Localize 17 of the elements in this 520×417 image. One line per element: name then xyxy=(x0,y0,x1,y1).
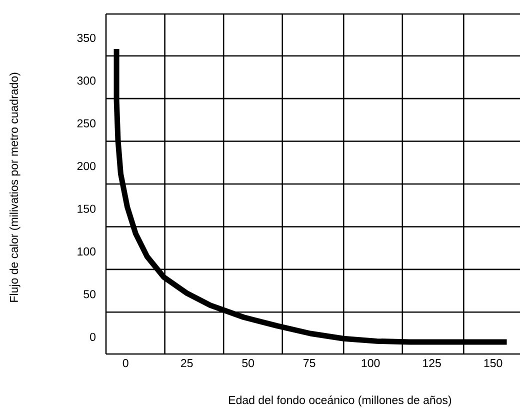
y-axis-title: Flujo de calor (milivatios por metro cuadrado) xyxy=(10,72,20,302)
y-tick-label: 350 xyxy=(77,34,96,42)
y-tick-label: 300 xyxy=(77,76,96,85)
x-tick-label: 75 xyxy=(304,359,316,368)
y-tick-label: 100 xyxy=(78,247,96,256)
y-tick-label: 50 xyxy=(84,290,96,298)
y-tick-label: 250 xyxy=(77,119,96,128)
y-tick-label: 0 xyxy=(90,332,96,341)
x-tick-label: 50 xyxy=(242,359,254,368)
y-tick-label: 150 xyxy=(78,204,96,213)
x-tick-label: 150 xyxy=(484,359,502,368)
x-tick-label: 0 xyxy=(122,359,128,368)
x-tick-label: 125 xyxy=(423,359,441,368)
y-tick-label: 200 xyxy=(77,162,96,170)
x-tick-label: 25 xyxy=(181,359,193,368)
x-axis-title: Edad del fondo oceánico (millones de años) xyxy=(229,396,452,406)
x-tick-label: 100 xyxy=(362,359,380,368)
